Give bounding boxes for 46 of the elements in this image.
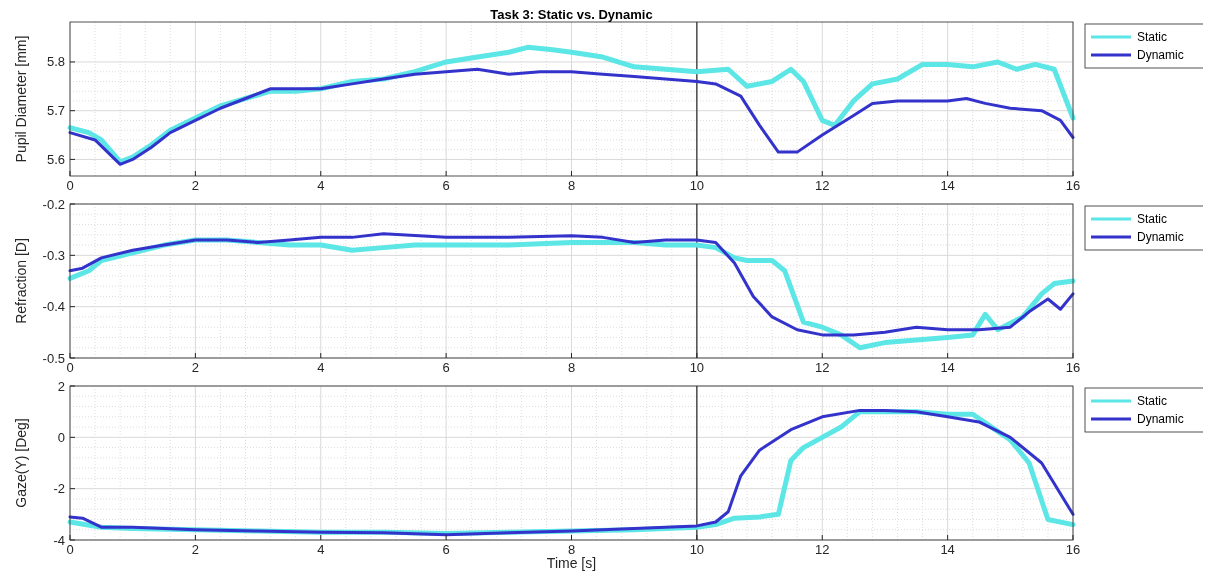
y-axis-title: Refraction [D] [13, 238, 29, 324]
y-tick-label: 5.6 [46, 151, 65, 167]
legend-label: Static [1137, 212, 1168, 226]
x-tick-label: 10 [689, 178, 705, 193]
y-tick-label: 5.8 [46, 54, 65, 70]
y-tick-label: 0 [57, 429, 65, 445]
legend-label: Dynamic [1137, 48, 1184, 62]
y-tick-label: 5.7 [46, 103, 65, 119]
y-tick-label: -0.5 [42, 350, 65, 366]
y-tick-label: -2 [53, 481, 65, 497]
x-tick-label: 4 [317, 360, 325, 375]
y-tick-label: -0.2 [42, 196, 65, 212]
x-tick-label: 6 [442, 542, 450, 557]
y-tick-label: -0.3 [42, 247, 65, 263]
x-tick-label: 14 [940, 542, 955, 557]
x-tick-label: 4 [317, 542, 325, 557]
x-tick-label: 10 [689, 360, 705, 375]
x-tick-label: 8 [567, 178, 576, 193]
y-axis-title: Gaze(Y) [Deg] [13, 418, 29, 508]
x-tick-label: 2 [191, 542, 199, 557]
x-tick-label: 16 [1065, 178, 1081, 193]
legend-label: Dynamic [1137, 412, 1184, 426]
x-tick-label: 2 [191, 360, 199, 375]
x-tick-label: 12 [815, 542, 830, 557]
x-tick-label: 14 [940, 360, 955, 375]
legend-label: Static [1137, 30, 1168, 44]
chart-title: Task 3: Static vs. Dynamic [490, 7, 653, 22]
x-tick-label: 8 [567, 360, 576, 375]
x-tick-label: 14 [940, 178, 955, 193]
x-axis-title: Time [s] [546, 555, 597, 571]
legend-label: Dynamic [1137, 230, 1184, 244]
x-tick-label: 4 [317, 178, 325, 193]
y-axis-title: Pupil Diameter [mm] [13, 35, 29, 163]
x-tick-label: 12 [815, 360, 830, 375]
x-tick-label: 6 [442, 360, 450, 375]
x-tick-label: 16 [1065, 542, 1081, 557]
legend-label: Static [1137, 394, 1168, 408]
x-tick-label: 6 [442, 178, 450, 193]
x-tick-label: 2 [191, 178, 199, 193]
x-tick-label: 12 [815, 178, 830, 193]
x-tick-label: 16 [1065, 360, 1081, 375]
x-tick-label: 8 [567, 542, 576, 557]
y-tick-label: -4 [53, 532, 65, 548]
y-tick-label: -0.4 [42, 299, 65, 315]
x-tick-label: 10 [689, 542, 705, 557]
y-tick-label: 2 [57, 378, 65, 394]
